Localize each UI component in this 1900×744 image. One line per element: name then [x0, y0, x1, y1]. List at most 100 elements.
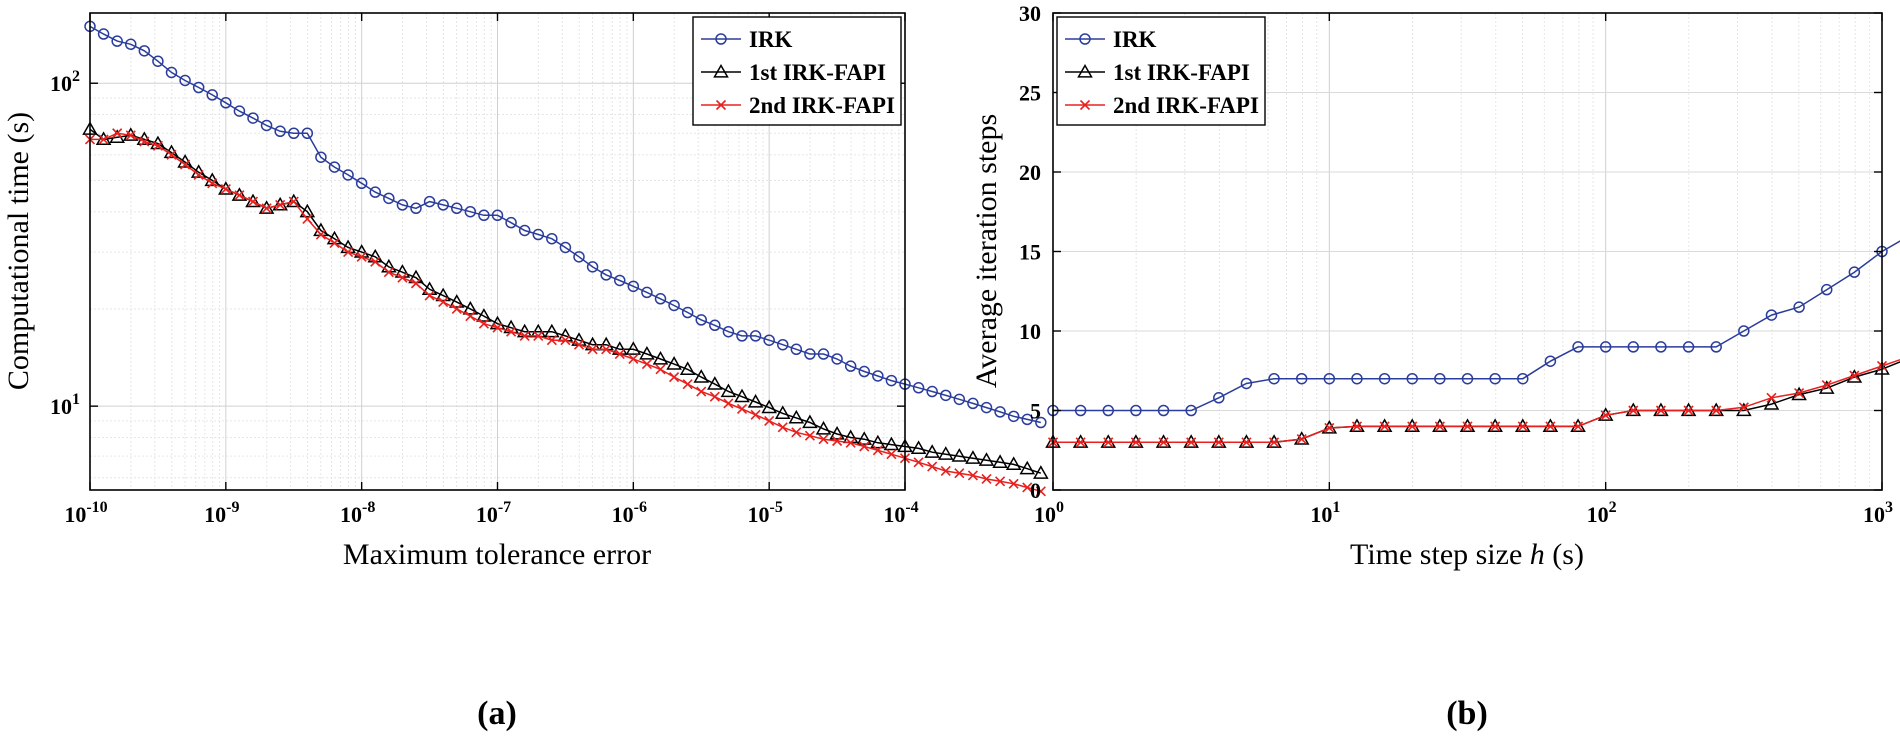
- data-point: [666, 356, 682, 370]
- data-point: [750, 409, 761, 420]
- data-point: [1766, 392, 1777, 403]
- chart-b-xlabel: Time step size h (s): [1350, 538, 1584, 571]
- x-tick-label: 101: [1310, 499, 1340, 527]
- data-point: [913, 457, 924, 468]
- data-point: [994, 406, 1006, 418]
- data-point: [777, 338, 789, 351]
- data-point: [601, 344, 612, 355]
- data-point: [1794, 387, 1805, 399]
- data-point: [1183, 434, 1199, 448]
- data-point: [505, 216, 517, 229]
- data-point: [1517, 421, 1528, 432]
- data-point: [761, 399, 777, 414]
- data-point: [655, 364, 666, 375]
- data-point: [476, 308, 492, 322]
- data-point: [641, 359, 652, 370]
- data-point: [1625, 402, 1642, 417]
- data-point: [559, 241, 572, 254]
- data-point: [967, 470, 978, 481]
- data-point: [274, 125, 286, 138]
- data-point: [180, 159, 191, 170]
- chart-a-legend: IRK 1st IRK-FAPI 2nd IRK-FAPI: [692, 16, 902, 126]
- series-irk: [84, 20, 1047, 429]
- data-point: [1324, 422, 1335, 434]
- legend-marker: [1079, 99, 1091, 111]
- data-point: [926, 385, 938, 398]
- data-point: [978, 452, 995, 466]
- data-point: [845, 437, 856, 448]
- data-point: [872, 445, 883, 456]
- data-point: [546, 232, 558, 245]
- data-point: [1128, 434, 1144, 448]
- data-point: [679, 361, 696, 375]
- data-point: [533, 330, 544, 341]
- data-point: [693, 369, 710, 383]
- x-tick-label: 102: [1587, 499, 1617, 527]
- data-point: [723, 398, 734, 409]
- data-point: [1130, 437, 1141, 448]
- data-point: [1462, 421, 1473, 432]
- data-point: [937, 446, 954, 460]
- series-2nd-irk-fapi: [1047, 358, 1900, 448]
- data-point: [315, 229, 326, 240]
- data-point: [927, 461, 938, 472]
- data-point: [804, 430, 815, 441]
- data-point: [1349, 418, 1365, 433]
- data-point: [696, 386, 707, 397]
- data-point: [980, 401, 993, 414]
- chart-b-legend: IRK 1st IRK-FAPI 2nd IRK-FAPI: [1056, 16, 1266, 126]
- y-tick-label: 30: [1019, 1, 1041, 26]
- data-point: [1008, 478, 1019, 489]
- data-point: [1489, 372, 1501, 385]
- legend-marker: [1077, 63, 1093, 78]
- data-point: [844, 360, 857, 372]
- data-point: [410, 202, 422, 215]
- data-point: [924, 444, 940, 458]
- data-point: [343, 247, 354, 258]
- data-point: [1240, 377, 1253, 390]
- data-point: [818, 434, 829, 445]
- data-point: [1351, 372, 1363, 385]
- data-point: [1100, 434, 1117, 448]
- data-point: [1680, 402, 1697, 417]
- data-point: [207, 178, 218, 189]
- chart-b-panel-label: (b): [1446, 695, 1488, 732]
- data-point: [275, 199, 286, 210]
- data-point: [1765, 309, 1778, 321]
- data-point: [247, 112, 259, 124]
- data-point: [97, 28, 110, 40]
- legend-marker: [713, 63, 729, 78]
- data-point: [1211, 434, 1227, 448]
- y-tick-label: 25: [1019, 81, 1041, 106]
- data-point: [462, 300, 479, 315]
- data-point: [586, 261, 599, 273]
- legend-marker: [1079, 33, 1091, 45]
- data-point: [791, 427, 802, 438]
- data-point: [301, 127, 314, 140]
- data-point: [1185, 404, 1197, 417]
- data-point: [125, 130, 136, 141]
- data-point: [451, 202, 463, 215]
- data-point: [1487, 418, 1503, 433]
- x-tick-label: 100: [1034, 499, 1064, 527]
- x-tick-label: 10-10: [64, 499, 107, 527]
- data-point: [1186, 437, 1197, 448]
- data-point: [342, 169, 354, 181]
- data-point: [1296, 434, 1307, 445]
- data-point: [1459, 418, 1476, 433]
- data-point: [1072, 434, 1089, 448]
- data-point: [1653, 402, 1669, 417]
- data-point: [1035, 416, 1047, 429]
- x-tick-label: 10-8: [340, 499, 375, 527]
- data-point: [1545, 421, 1556, 432]
- data-point: [1434, 421, 1445, 432]
- data-point: [410, 278, 422, 289]
- data-point: [1655, 405, 1666, 416]
- data-point: [519, 330, 530, 341]
- data-point: [492, 322, 503, 333]
- chart-b-ylabel: Average iteration steps: [970, 114, 1003, 388]
- data-point: [1600, 410, 1611, 421]
- data-point: [1821, 379, 1832, 391]
- data-point: [546, 335, 557, 346]
- chart-b: 100 101 102 103 0 5 10 15 20 25 30 Time step size …: [970, 1, 1900, 732]
